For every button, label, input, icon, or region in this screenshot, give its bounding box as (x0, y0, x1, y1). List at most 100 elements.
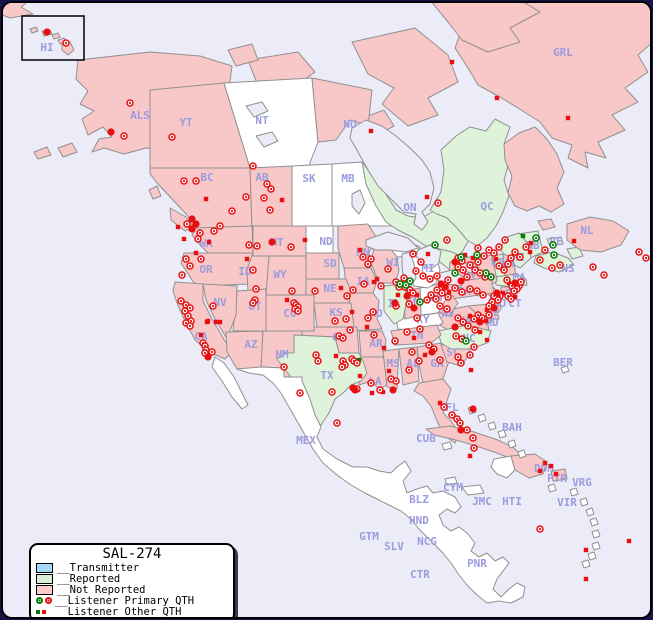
listener-primary-marker-dot (461, 268, 465, 272)
listener-primary-marker-dot (290, 289, 294, 293)
region-label-nu: NU (343, 118, 357, 131)
region-california (172, 281, 233, 360)
listener-primary-marker-dot (637, 250, 641, 254)
listener-other-marker (565, 115, 571, 121)
listener-primary-marker-dot (490, 300, 494, 304)
listener-other-marker (244, 256, 250, 262)
listener-primary-marker-dot (296, 309, 300, 313)
listener-primary-marker-dot (366, 262, 370, 266)
listener-other-marker (175, 224, 181, 230)
legend-item-label: __Transmitter (57, 561, 140, 574)
region-label-bc: BC (200, 171, 213, 184)
listener-cluster-marker (469, 405, 477, 413)
listener-primary-marker-dot (478, 271, 482, 275)
red-marker-icon (45, 597, 52, 604)
region-label-mi: MI (421, 262, 434, 275)
listener-primary-marker-dot (481, 293, 485, 297)
listener-primary-marker-dot (345, 294, 349, 298)
listener-primary-marker-dot (210, 350, 214, 354)
listener-primary-marker-dot (372, 333, 376, 337)
listener-other-marker (446, 289, 452, 295)
listener-primary-marker-dot (468, 353, 472, 357)
listener-other-marker (477, 329, 483, 335)
listener-primary-marker-dot (427, 343, 431, 347)
listener-other-marker (203, 196, 209, 202)
listener-cluster-marker (476, 318, 484, 326)
listener-cluster-marker (451, 258, 459, 266)
listener-cluster-marker (493, 289, 501, 297)
region-label-ber: BER (553, 356, 573, 369)
legend-item: __Transmitter (36, 561, 228, 574)
listener-primary-marker-dot (198, 231, 202, 235)
listener-other-marker (425, 251, 431, 257)
listener-primary-marker-dot (316, 359, 320, 363)
listener-primary-marker-dot (179, 299, 183, 303)
region-antilles-8 (581, 559, 591, 569)
listener-other-marker (333, 353, 339, 359)
listener-cluster-marker (451, 323, 459, 331)
region-siberia-edge (3, 3, 34, 19)
listener-other-marker (483, 318, 489, 324)
listener-other-marker (528, 240, 534, 246)
listener-other-marker (198, 332, 204, 338)
legend-panel: SAL-274 __Transmitter __Reported __Not Rep… (29, 543, 235, 617)
listener-primary-marker-dot (465, 275, 469, 279)
listener-primary-marker-dot (407, 368, 411, 372)
region-label-jmc: JMC (472, 495, 492, 508)
listener-primary-marker-dot (458, 421, 462, 425)
region-bermuda (560, 365, 570, 374)
listener-primary-marker-dot (344, 317, 348, 321)
legend-title: SAL-274 (102, 546, 162, 562)
listener-primary-marker-dot (188, 264, 192, 268)
listener-other-marker (369, 390, 375, 396)
listener-primary-marker-dot (184, 321, 188, 325)
region-label-nv: NV (213, 296, 227, 309)
listener-primary-marker-dot (199, 257, 203, 261)
region-label-tx: TX (320, 369, 334, 382)
listener-other-marker (467, 453, 473, 459)
listener-primary-marker-dot (268, 208, 272, 212)
listener-primary-marker-dot (436, 201, 440, 205)
listener-primary-marker-dot (251, 301, 255, 305)
region-label-ns: NS (561, 262, 574, 275)
listener-other-marker (181, 236, 187, 242)
lake-superior (365, 231, 419, 253)
listener-primary-marker-dot (496, 298, 500, 302)
red-marker-icon (42, 609, 46, 614)
listener-primary-marker-dot (269, 187, 273, 191)
region-banks-island (227, 43, 259, 67)
listener-primary-marker-dot (398, 282, 402, 286)
listener-other-marker (462, 252, 468, 258)
listener-primary-marker-dot (351, 288, 355, 292)
listener-cluster-marker (391, 299, 399, 307)
listener-primary-marker-dot (473, 268, 477, 272)
listener-primary-marker-dot (393, 339, 397, 343)
listener-primary-marker-dot (468, 287, 472, 291)
region-label-ncg: NCG (417, 535, 437, 548)
listener-primary-marker-dot (459, 255, 463, 259)
region-bahamas-3 (487, 421, 497, 431)
listener-other-marker (626, 538, 632, 544)
listener-cluster-marker (188, 215, 196, 223)
great-slave-lake (255, 131, 279, 148)
listener-primary-marker-dot (180, 273, 184, 277)
listener-primary-marker-dot (369, 381, 373, 385)
listener-primary-marker-dot (184, 257, 188, 261)
listener-other-marker (470, 255, 476, 261)
listener-primary-marker-dot (506, 262, 510, 266)
listener-primary-marker-dot (446, 278, 450, 282)
listener-other-marker (386, 368, 392, 374)
listener-primary-marker-dot (445, 307, 449, 311)
region-label-vir: VIR (557, 496, 577, 509)
region-antilles-1 (569, 487, 579, 497)
listener-other-marker (381, 345, 387, 351)
legend-item: __Listener Other QTH (36, 606, 228, 617)
listener-cluster-marker (457, 277, 465, 285)
region-nunavut (311, 77, 373, 143)
listener-other-marker (484, 307, 490, 313)
listener-primary-marker-dot (415, 316, 419, 320)
listener-other-marker (422, 352, 428, 358)
listener-primary-marker-dot (330, 390, 334, 394)
listener-primary-marker-dot (212, 229, 216, 233)
region-haida-gwaii (148, 185, 162, 200)
